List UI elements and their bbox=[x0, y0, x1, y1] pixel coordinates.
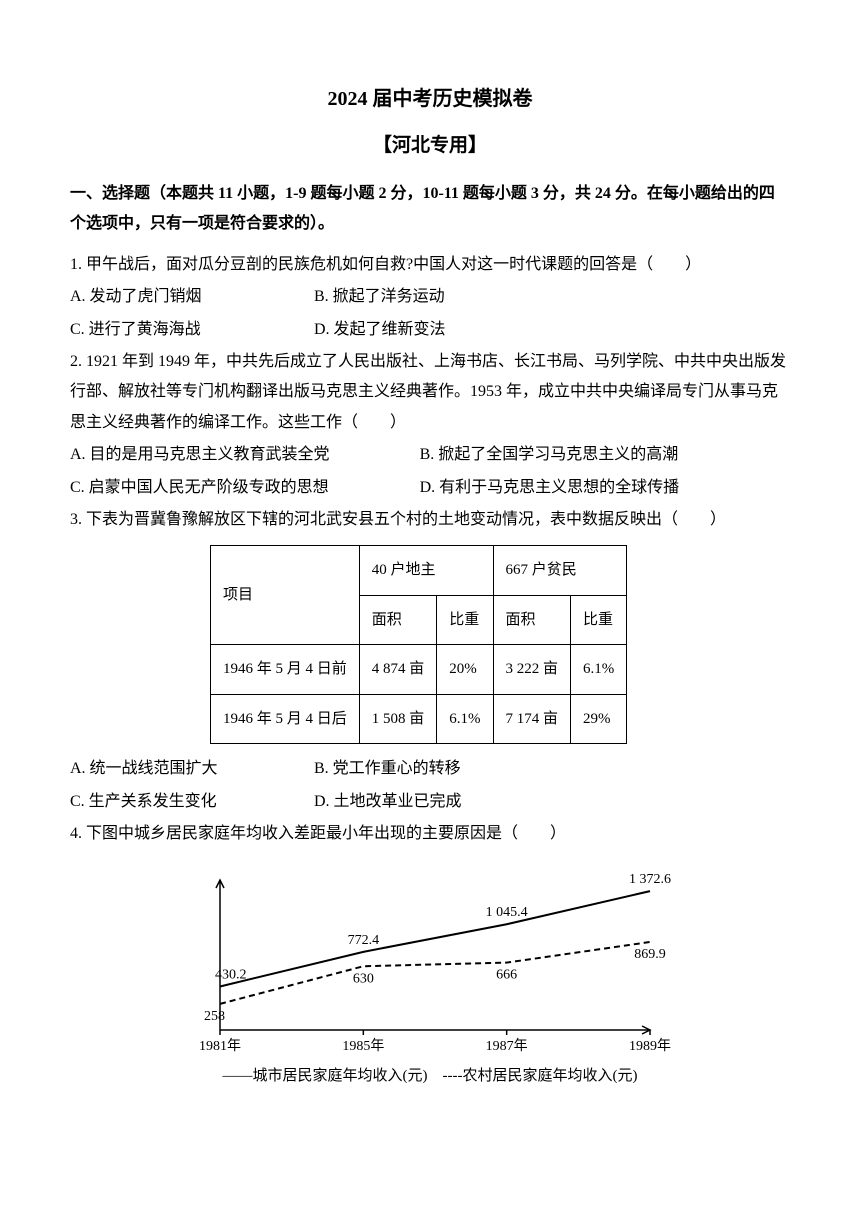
table-cell: 667 户贫民 bbox=[493, 546, 627, 596]
svg-text:1987年: 1987年 bbox=[486, 1038, 528, 1054]
svg-text:772.4: 772.4 bbox=[348, 932, 380, 947]
legend-urban: ——城市居民家庭年均收入(元) bbox=[223, 1068, 428, 1084]
table-cell: 项目 bbox=[211, 546, 360, 645]
question-4: 4. 下图中城乡居民家庭年均收入差距最小年出现的主要原因是（ ） 1981年19… bbox=[70, 819, 790, 1090]
question-1: 1. 甲午战后，面对瓜分豆剖的民族危机如何自救?中国人对这一时代课题的回答是（ … bbox=[70, 250, 790, 345]
title-sub: 【河北专用】 bbox=[70, 128, 790, 164]
table-cell: 面积 bbox=[493, 595, 571, 645]
svg-text:666: 666 bbox=[496, 967, 517, 982]
q2-stem: 2. 1921 年到 1949 年，中共先后成立了人民出版社、上海书店、长江书局… bbox=[70, 347, 790, 438]
q2-option-b: B. 掀起了全国学习马克思主义的高潮 bbox=[420, 440, 766, 470]
q1-option-c: C. 进行了黄海海战 bbox=[70, 315, 310, 345]
q3-option-d: D. 土地改革业已完成 bbox=[314, 787, 462, 817]
svg-text:1985年: 1985年 bbox=[342, 1038, 384, 1054]
table-cell: 面积 bbox=[359, 595, 437, 645]
table-cell: 20% bbox=[437, 645, 493, 695]
table-cell: 6.1% bbox=[571, 645, 627, 695]
question-3: 3. 下表为晋冀鲁豫解放区下辖的河北武安县五个村的土地变动情况，表中数据反映出（… bbox=[70, 505, 790, 817]
table-cell: 比重 bbox=[571, 595, 627, 645]
q2-option-c: C. 启蒙中国人民无产阶级专政的思想 bbox=[70, 473, 416, 503]
table-cell: 4 874 亩 bbox=[359, 645, 437, 695]
section-header: 一、选择题（本题共 11 小题，1-9 题每小题 2 分，10-11 题每小题 … bbox=[70, 179, 790, 240]
title-main: 2024 届中考历史模拟卷 bbox=[70, 80, 790, 118]
q1-option-d: D. 发起了维新变法 bbox=[314, 315, 446, 345]
svg-text:1981年: 1981年 bbox=[199, 1038, 241, 1054]
income-line-chart: 1981年 1985年 1987年 1989年 430.2 772.4 1 045.4 1 3… bbox=[170, 860, 690, 1060]
table-cell: 7 174 亩 bbox=[493, 694, 571, 744]
svg-text:869.9: 869.9 bbox=[634, 947, 666, 962]
q3-option-c: C. 生产关系发生变化 bbox=[70, 787, 310, 817]
table-cell: 40 户地主 bbox=[359, 546, 493, 596]
table-cell: 29% bbox=[571, 694, 627, 744]
table-cell: 1946 年 5 月 4 日后 bbox=[211, 694, 360, 744]
svg-text:1 045.4: 1 045.4 bbox=[486, 905, 528, 920]
table-cell: 6.1% bbox=[437, 694, 493, 744]
svg-text:1989年: 1989年 bbox=[629, 1038, 671, 1054]
q1-option-b: B. 掀起了洋务运动 bbox=[314, 282, 445, 312]
table-cell: 1 508 亩 bbox=[359, 694, 437, 744]
q1-option-a: A. 发动了虎门销烟 bbox=[70, 282, 310, 312]
q3-option-a: A. 统一战线范围扩大 bbox=[70, 754, 310, 784]
q3-table: 项目 40 户地主 667 户贫民 面积 比重 面积 比重 1946 年 5 月… bbox=[210, 545, 627, 744]
table-cell: 1946 年 5 月 4 日前 bbox=[211, 645, 360, 695]
q3-option-b: B. 党工作重心的转移 bbox=[314, 754, 461, 784]
svg-text:630: 630 bbox=[353, 971, 374, 986]
table-cell: 比重 bbox=[437, 595, 493, 645]
q4-stem: 4. 下图中城乡居民家庭年均收入差距最小年出现的主要原因是（ ） bbox=[70, 819, 790, 849]
svg-text:1 372.6: 1 372.6 bbox=[629, 872, 671, 887]
legend-rural: ----农村居民家庭年均收入(元) bbox=[443, 1068, 638, 1084]
q2-option-d: D. 有利于马克思主义思想的全球传播 bbox=[420, 473, 766, 503]
question-2: 2. 1921 年到 1949 年，中共先后成立了人民出版社、上海书店、长江书局… bbox=[70, 347, 790, 503]
chart-legend: ——城市居民家庭年均收入(元) ----农村居民家庭年均收入(元) bbox=[70, 1062, 790, 1091]
q2-option-a: A. 目的是用马克思主义教育武装全党 bbox=[70, 440, 416, 470]
svg-text:430.2: 430.2 bbox=[215, 967, 247, 982]
svg-text:258: 258 bbox=[204, 1008, 225, 1023]
q1-stem: 1. 甲午战后，面对瓜分豆剖的民族危机如何自救?中国人对这一时代课题的回答是（ … bbox=[70, 250, 790, 280]
table-cell: 3 222 亩 bbox=[493, 645, 571, 695]
q3-stem: 3. 下表为晋冀鲁豫解放区下辖的河北武安县五个村的土地变动情况，表中数据反映出（… bbox=[70, 505, 790, 535]
